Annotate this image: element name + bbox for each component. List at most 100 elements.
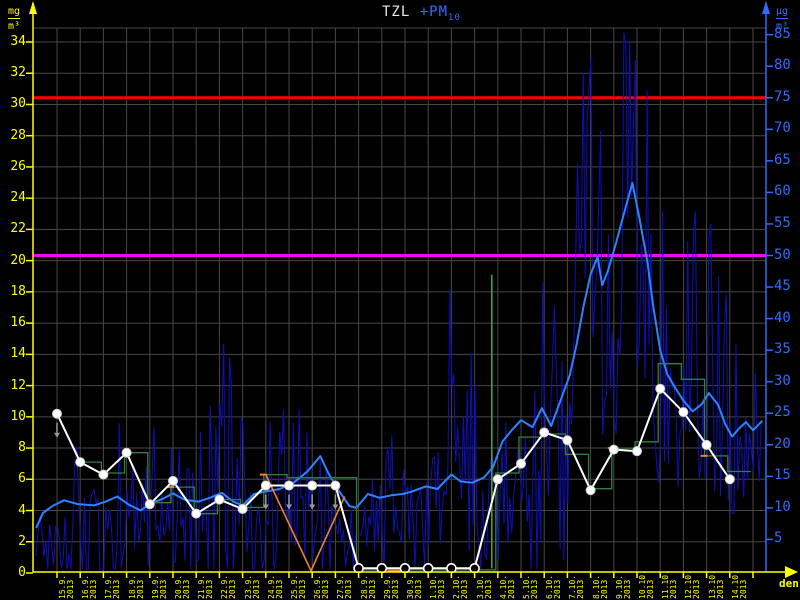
date-tick-label: 17.9. 2013 xyxy=(104,574,121,599)
date-tick-label: 3.10. 2013 xyxy=(476,574,493,599)
x-axis-arrow-icon xyxy=(785,566,798,578)
right-tick-label: 65 xyxy=(774,152,791,168)
left-tick-label: 12 xyxy=(10,378,26,393)
right-axis-arrow-icon xyxy=(762,1,770,14)
daily-value-marker xyxy=(632,446,642,457)
right-tick-label: 15 xyxy=(774,467,791,483)
below-arrow-head xyxy=(54,432,60,438)
daily-value-marker xyxy=(260,480,271,491)
chart-title: TZL +PM10 xyxy=(382,4,461,23)
left-tick-label: 4 xyxy=(18,503,26,518)
date-tick-label: 21.9. 2013 xyxy=(197,574,214,599)
date-tick-label: 22.9. 2013 xyxy=(220,574,237,599)
date-tick-label: 28.9. 2013 xyxy=(360,574,377,599)
right-tick-label: 55 xyxy=(774,215,791,231)
right-tick-label: 80 xyxy=(774,57,791,73)
daily-value-marker xyxy=(330,480,341,491)
daily-value-marker xyxy=(52,408,62,419)
date-tick-label: 19.9. 2013 xyxy=(151,574,168,599)
right-tick-label: 70 xyxy=(774,120,791,136)
date-tick-label: 30.9. 2013 xyxy=(406,574,423,599)
daily-value-marker xyxy=(191,508,202,519)
right-tick-label: 60 xyxy=(774,183,791,199)
date-tick-label: 5.10. 2013 xyxy=(522,574,539,599)
daily-value-marker xyxy=(539,427,550,438)
daily-value-marker xyxy=(144,499,155,510)
date-tick-label: 11.10. 2013 xyxy=(661,570,678,599)
daily-value-marker xyxy=(562,435,573,446)
date-tick-label: 6.10. 2013 xyxy=(545,574,562,599)
right-tick-label: 40 xyxy=(774,310,791,326)
daily-value-marker xyxy=(237,503,248,514)
right-tick-label: 5 xyxy=(774,530,783,546)
date-tick-label: 26.9. 2013 xyxy=(313,574,330,599)
daily-value-marker xyxy=(608,444,619,455)
daily-value-marker xyxy=(585,485,596,496)
left-axis-unit: mg m³ xyxy=(8,6,21,32)
below-arrow-head xyxy=(286,504,292,510)
left-axis-arrow-icon xyxy=(29,1,37,14)
left-tick-label: 10 xyxy=(10,409,26,424)
right-tick-label: 45 xyxy=(774,278,791,294)
left-tick-label: 30 xyxy=(10,96,26,111)
daily-value-marker xyxy=(678,407,689,418)
date-tick-label: 16.9. 2013 xyxy=(81,574,98,599)
daily-value-marker xyxy=(724,474,735,485)
left-tick-label: 28 xyxy=(10,128,26,143)
daily-value-marker xyxy=(492,474,503,485)
left-tick-label: 0 xyxy=(18,565,26,580)
daily-value-marker xyxy=(75,457,86,468)
title-tzl: TZL xyxy=(382,4,411,20)
date-tick-label: 12.10. 2013 xyxy=(684,570,701,599)
daily-value-marker xyxy=(516,458,526,469)
date-tick-label: 13.10. 2013 xyxy=(708,570,725,599)
left-tick-label: 34 xyxy=(10,34,26,49)
x-axis-label: den xyxy=(779,577,799,590)
right-tick-label: 35 xyxy=(774,341,791,357)
date-tick-label: 4.10. 2013 xyxy=(499,574,516,599)
left-tick-label: 16 xyxy=(10,315,26,330)
date-tick-label: 23.9. 2013 xyxy=(244,574,261,599)
below-arrow-head xyxy=(262,504,269,510)
right-tick-label: 50 xyxy=(774,247,791,263)
left-tick-label: 24 xyxy=(10,190,26,205)
right-tick-label: 75 xyxy=(774,89,791,105)
below-arrow-head xyxy=(332,504,339,510)
right-axis-unit: µg m³ xyxy=(776,6,789,32)
left-tick-label: 26 xyxy=(10,159,26,174)
pm10-average-line xyxy=(35,181,764,529)
date-tick-label: 1.10. 2013 xyxy=(429,574,446,599)
date-tick-label: 8.10. 2013 xyxy=(592,574,609,599)
right-tick-label: 85 xyxy=(774,26,791,42)
date-tick-label: 7.10. 2013 xyxy=(568,574,585,599)
date-tick-label: 9.10. 2013 xyxy=(615,574,632,599)
right-tick-label: 10 xyxy=(774,499,791,515)
daily-value-marker xyxy=(655,383,666,394)
daily-value-marker xyxy=(307,480,318,491)
date-tick-label: 14.10. 2013 xyxy=(731,570,748,599)
left-tick-label: 6 xyxy=(18,471,26,486)
title-pm10: +PM10 xyxy=(419,4,461,23)
date-tick-label: 29.9. 2013 xyxy=(383,574,400,599)
left-tick-label: 20 xyxy=(10,253,26,268)
daily-value-marker xyxy=(168,475,178,486)
left-tick-label: 8 xyxy=(18,440,26,455)
date-tick-label: 2.10. 2013 xyxy=(452,574,469,599)
left-tick-label: 18 xyxy=(10,284,26,299)
right-tick-label: 25 xyxy=(774,404,791,420)
left-tick-label: 14 xyxy=(10,346,26,361)
below-arrow-head xyxy=(309,504,316,510)
daily-value-marker xyxy=(121,447,132,458)
right-tick-label: 30 xyxy=(774,373,791,389)
date-tick-label: 10.10. 2013 xyxy=(638,570,655,599)
date-tick-label: 20.9. 2013 xyxy=(174,574,191,599)
daily-value-marker xyxy=(98,469,109,480)
left-tick-label: 22 xyxy=(10,221,26,236)
date-tick-label: 15.9. 2013 xyxy=(58,574,75,599)
axes xyxy=(26,1,798,578)
date-tick-label: 18.9. 2013 xyxy=(128,574,145,599)
date-tick-label: 24.9. 2013 xyxy=(267,574,284,599)
daily-value-marker xyxy=(701,439,712,450)
